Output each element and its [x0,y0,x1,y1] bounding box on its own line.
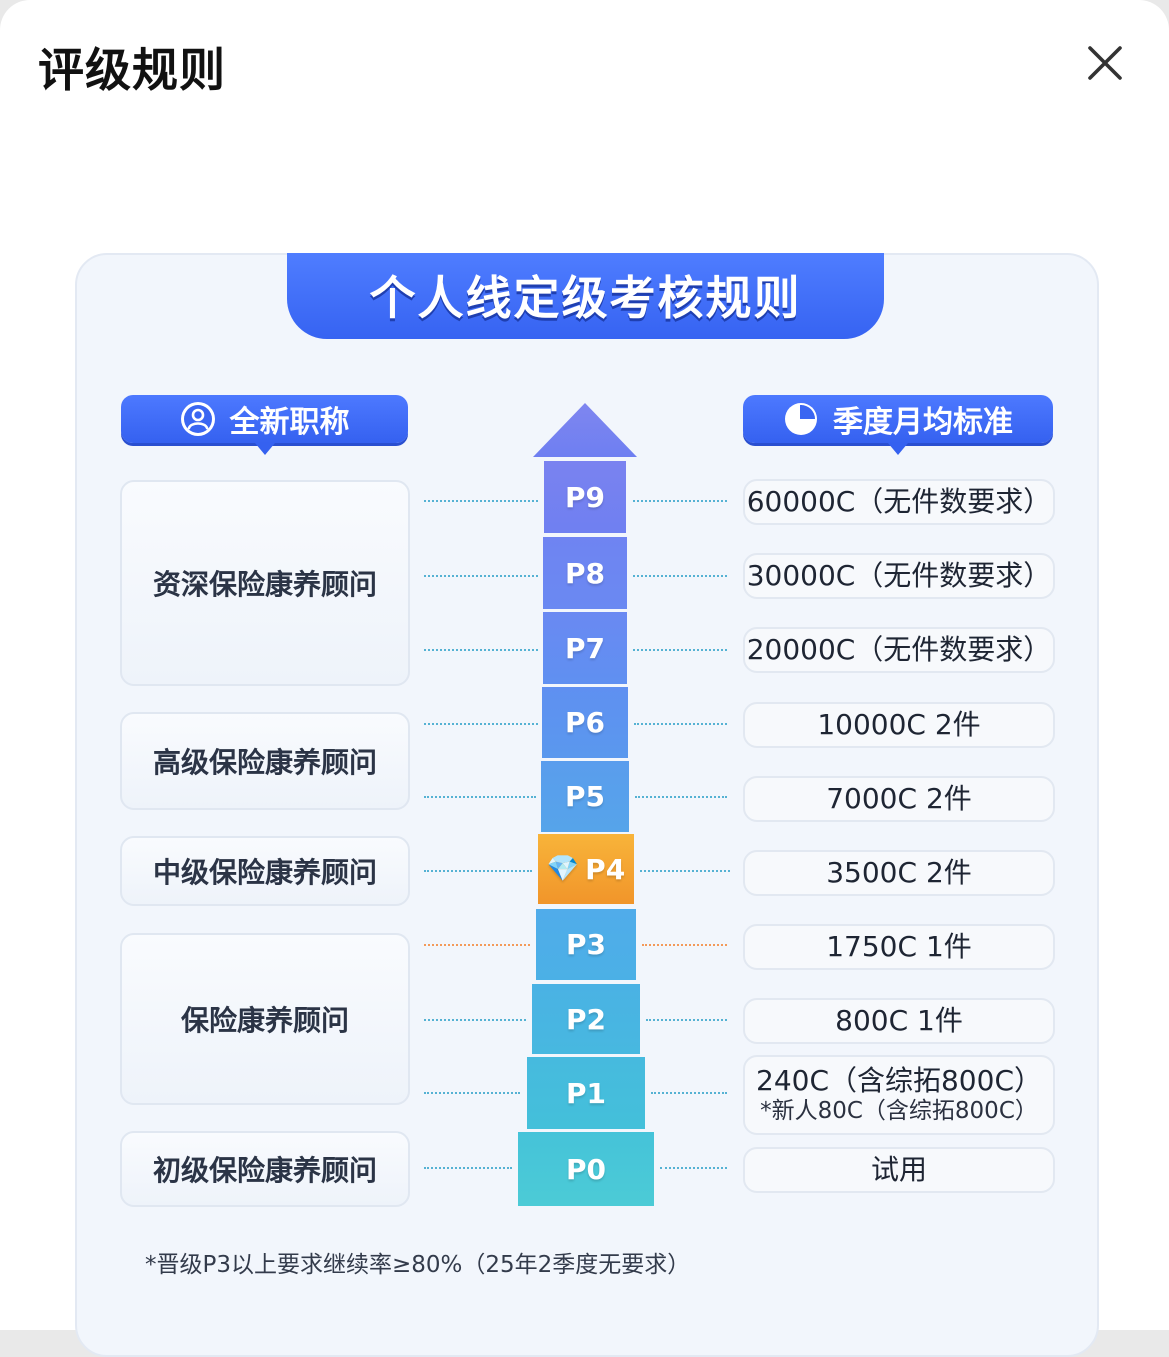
card-banner: 个人线定级考核规则 [287,253,884,339]
connector-right-p5 [635,796,727,798]
page-title: 评级规则 [38,43,226,97]
requirement-p4-text: 3500C 2件 [826,856,972,889]
requirement-p6: 10000C 2件 [743,702,1055,748]
requirement-p5-text: 7000C 2件 [826,782,972,815]
requirement-p1-subtext: *新人80C（含综拓800C） [760,1098,1038,1124]
requirement-p5: 7000C 2件 [743,776,1055,822]
connector-right-p7 [633,649,727,651]
requirement-p7-text: 20000C（无件数要求） [746,633,1052,666]
requirement-p8-text: 30000C（无件数要求） [746,559,1052,592]
requirement-p2-text: 800C 1件 [835,1004,963,1037]
requirement-p3-text: 1750C 1件 [826,930,972,963]
user-icon [180,402,215,436]
title-senior: 资深保险康养顾问 [120,480,410,686]
requirement-p1-text: 240C（含综拓800C） [756,1064,1042,1097]
requirement-p2: 800C 1件 [743,998,1055,1044]
monthly-standard-tag: 季度月均标准 [743,395,1053,455]
level-p6: P6 [542,687,628,758]
requirement-p3: 1750C 1件 [743,924,1055,970]
title-junior: 初级保险康养顾问 [120,1131,410,1207]
new-title-tag: 全新职称 [121,395,408,455]
connector-right-p0 [660,1167,727,1169]
level-p8: P8 [543,537,627,609]
footnote: *晋级P3以上要求继续率≥80%（25年2季度无要求） [145,1252,691,1278]
connector-left-p7 [424,649,538,651]
level-p3: P3 [536,909,636,980]
connector-left-p1 [424,1092,520,1094]
arrow-up-icon [533,403,637,457]
connector-right-p4 [640,870,730,872]
connector-left-p0 [424,1167,512,1169]
title-standard: 保险康养顾问 [120,933,410,1105]
requirement-p7: 20000C（无件数要求） [743,627,1055,673]
level-p5: P5 [541,761,629,832]
connector-left-p4 [424,870,532,872]
requirement-p6-text: 10000C 2件 [817,708,981,741]
connector-left-p9 [424,500,538,502]
level-p9: P9 [544,461,626,533]
new-title-tag-label: 全新职称 [229,405,350,440]
connector-left-p5 [424,796,536,798]
requirement-p9: 60000C（无件数要求） [743,479,1055,525]
level-p7: P7 [543,612,627,684]
monthly-standard-tag-label: 季度月均标准 [833,405,1013,440]
requirement-p9-text: 60000C（无件数要求） [746,485,1052,518]
requirement-p4: 3500C 2件 [743,850,1055,896]
level-p2: P2 [532,984,640,1054]
connector-left-p3 [424,944,530,946]
requirement-p8: 30000C（无件数要求） [743,553,1055,599]
connector-right-p9 [633,500,727,502]
diamond-icon: 💎 [546,854,580,884]
title-advanced: 高级保险康养顾问 [120,712,410,810]
connector-right-p1 [651,1092,727,1094]
requirement-p0: 试用 [743,1147,1055,1193]
connector-left-p8 [424,575,538,577]
connector-right-p8 [633,575,727,577]
close-icon[interactable] [1082,40,1128,86]
level-p1: P1 [527,1057,645,1129]
requirement-p1: 240C（含综拓800C） *新人80C（含综拓800C） [743,1055,1055,1135]
level-p0: P0 [518,1132,654,1206]
connector-left-p2 [424,1019,526,1021]
connector-left-p6 [424,723,538,725]
level-p4-label: P4 [585,852,626,886]
pie-chart-icon [785,403,817,435]
connector-right-p2 [646,1019,727,1021]
title-intermediate: 中级保险康养顾问 [120,836,410,906]
connector-right-p3 [642,944,727,946]
requirement-p0-text: 试用 [870,1153,927,1186]
level-p4: 💎 P4 [538,834,634,904]
connector-right-p6 [634,723,727,725]
